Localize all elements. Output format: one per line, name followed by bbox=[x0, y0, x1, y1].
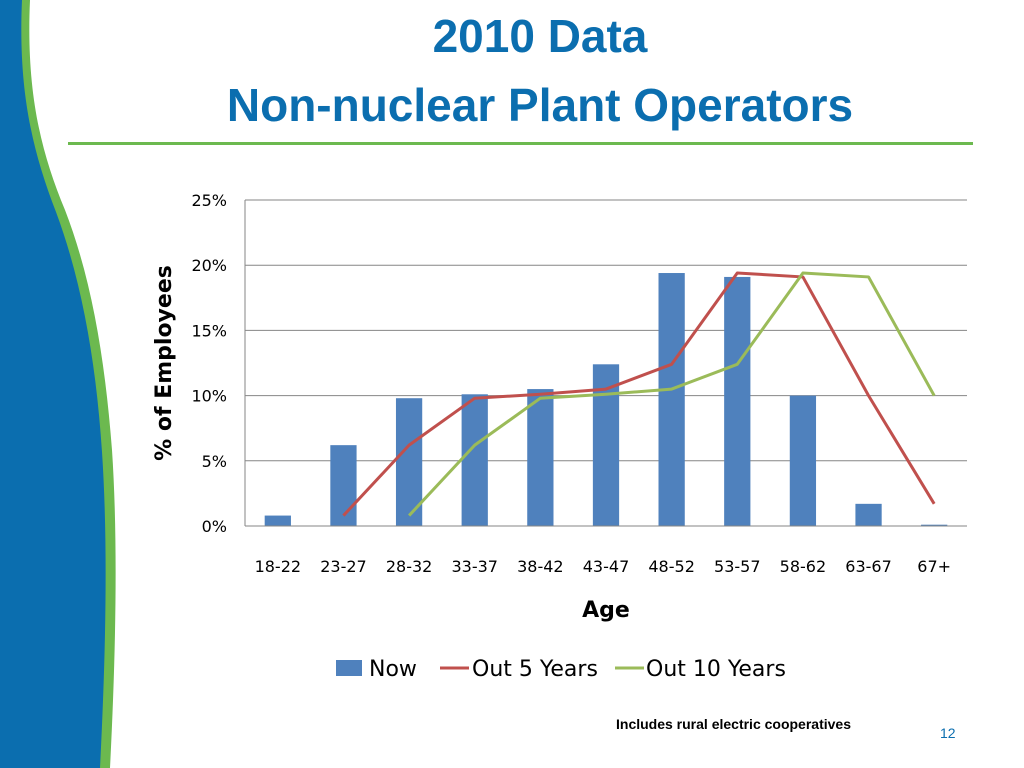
y-axis-tick-labels: 0% 5% 10% 15% 20% 25% bbox=[191, 191, 227, 536]
bar-now bbox=[921, 524, 948, 526]
side-decoration bbox=[0, 0, 116, 768]
page-number: 12 bbox=[940, 725, 956, 741]
slide-title-line-2: Non-nuclear Plant Operators bbox=[226, 79, 854, 131]
legend-label: Now bbox=[369, 657, 417, 682]
legend: Now Out 5 Years Out 10 Years bbox=[336, 657, 786, 682]
line-out-10-years bbox=[407, 271, 936, 517]
legend-label: Out 10 Years bbox=[646, 657, 786, 682]
x-axis-title: Age bbox=[582, 598, 630, 623]
x-tick-label: 67+ bbox=[917, 557, 951, 576]
bar-now bbox=[855, 503, 882, 526]
x-tick-label: 63-67 bbox=[845, 557, 892, 576]
legend-label: Out 5 Years bbox=[472, 657, 598, 682]
x-tick-label: 48-52 bbox=[648, 557, 695, 576]
y-tick-label: 10% bbox=[191, 387, 227, 406]
bar-now bbox=[724, 276, 751, 526]
bar-now bbox=[789, 395, 817, 526]
bar-now bbox=[330, 445, 357, 526]
side-wave-blue bbox=[0, 0, 106, 768]
bar-now bbox=[461, 394, 488, 526]
title-underline bbox=[68, 142, 973, 145]
series-lines bbox=[342, 271, 936, 517]
gridlines bbox=[245, 199, 967, 462]
bar-now bbox=[527, 389, 554, 526]
x-tick-label: 33-37 bbox=[451, 557, 498, 576]
y-axis-title: % of Employees bbox=[152, 265, 177, 461]
bars-now bbox=[264, 273, 948, 526]
slide-title-line-1: 2010 Data bbox=[432, 10, 648, 62]
y-tick-label: 0% bbox=[202, 517, 227, 536]
y-tick-label: 25% bbox=[191, 191, 227, 210]
x-tick-label: 38-42 bbox=[517, 557, 564, 576]
y-tick-label: 5% bbox=[202, 452, 227, 471]
x-tick-label: 23-27 bbox=[320, 557, 367, 576]
bar-now bbox=[264, 515, 291, 526]
line-out-5-years bbox=[342, 271, 936, 517]
x-axis-tick-labels: 18-22 23-27 28-32 33-37 38-42 43-47 48-52 53-57… bbox=[255, 557, 951, 576]
x-tick-label: 58-62 bbox=[780, 557, 827, 576]
y-tick-label: 20% bbox=[191, 256, 227, 275]
x-tick-label: 18-22 bbox=[255, 557, 302, 576]
footnote: Includes rural electric cooperatives bbox=[616, 716, 851, 732]
legend-swatch-now bbox=[336, 660, 362, 676]
bar-now bbox=[658, 273, 685, 526]
y-tick-label: 15% bbox=[191, 321, 227, 340]
x-tick-label: 28-32 bbox=[386, 557, 433, 576]
x-tick-label: 43-47 bbox=[583, 557, 630, 576]
x-tick-label: 53-57 bbox=[714, 557, 761, 576]
